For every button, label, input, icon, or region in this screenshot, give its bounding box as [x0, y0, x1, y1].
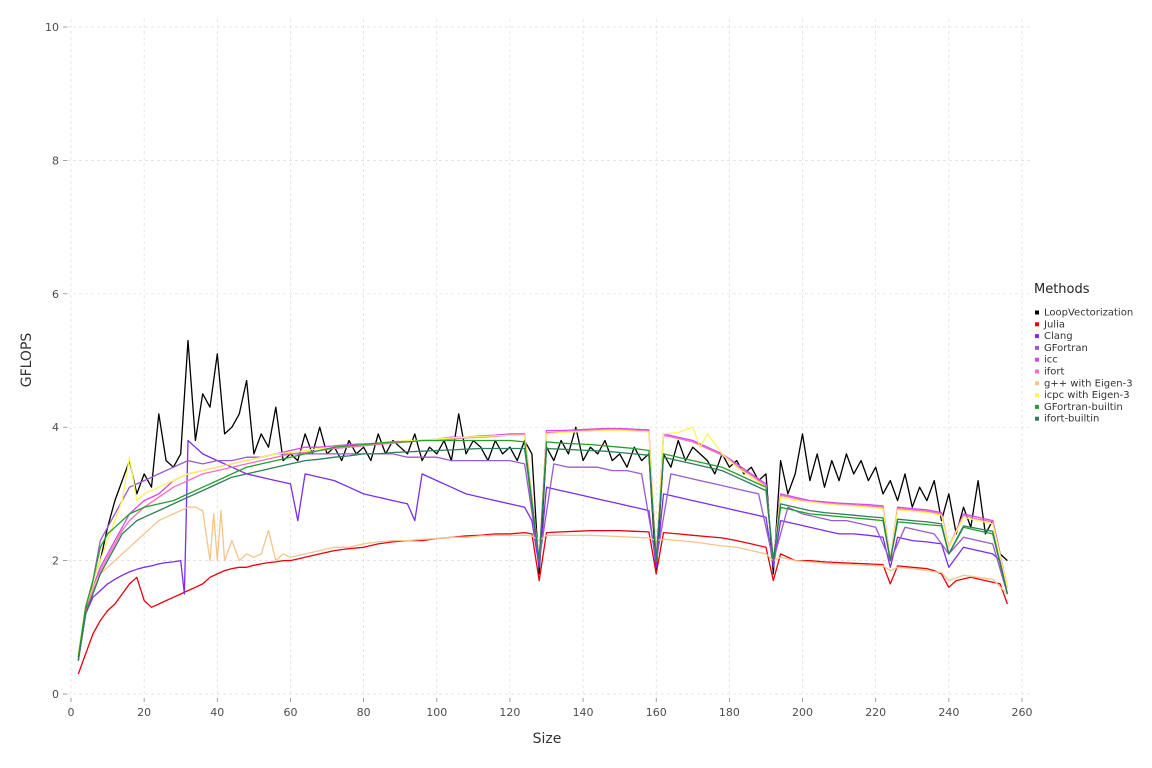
series-line-ifort-builtin	[77, 447, 1009, 661]
y-tick-label: 8	[52, 154, 59, 167]
legend-label: icpc with Eigen-3	[1044, 390, 1130, 401]
x-tick-label: 80	[357, 706, 371, 719]
series-lines	[77, 339, 1009, 675]
x-tick-label: 20	[137, 706, 151, 719]
y-tick-label: 6	[52, 288, 59, 301]
legend-label: Clang	[1044, 331, 1073, 342]
grid	[67, 19, 1030, 698]
legend-swatch	[1035, 381, 1039, 386]
series-line-gfortran	[77, 453, 1009, 658]
legend-swatch	[1035, 334, 1039, 339]
y-tick-label: 10	[45, 21, 59, 34]
x-tick-label: 100	[426, 706, 447, 719]
x-tick-label: 140	[573, 706, 594, 719]
x-tick-label: 220	[865, 706, 886, 719]
x-tick-label: 0	[68, 706, 75, 719]
y-tick-label: 4	[52, 421, 59, 434]
x-tick-label: 120	[499, 706, 520, 719]
series-line-icc	[77, 427, 1009, 661]
legend-swatch	[1035, 369, 1039, 374]
y-tick-label: 2	[52, 555, 59, 568]
x-tick-label: 240	[938, 706, 959, 719]
legend-label: GFortran-builtin	[1044, 402, 1123, 413]
legend-label: icc	[1044, 355, 1058, 366]
x-tick-label: 60	[283, 706, 297, 719]
legend-swatch	[1035, 322, 1039, 327]
series-line-g-with-eigen-3	[77, 506, 1008, 655]
legend-label: g++ with Eigen-3	[1044, 378, 1133, 389]
legend-label: LoopVectorization	[1044, 308, 1133, 319]
legend-items: LoopVectorizationJuliaClangGFortraniccif…	[1035, 308, 1133, 425]
x-tick-label: 160	[646, 706, 667, 719]
legend-label: ifort	[1044, 367, 1065, 378]
legend-swatch	[1035, 310, 1039, 315]
x-tick-label: 200	[792, 706, 813, 719]
legend-title: Methods	[1034, 282, 1090, 297]
legend-label: Julia	[1043, 319, 1065, 330]
x-tick-label: 40	[210, 706, 224, 719]
x-tick-label: 260	[1012, 706, 1033, 719]
legend-label: ifort-builtin	[1044, 414, 1099, 425]
axes: 0 20 40 60 80 100 120 140 160 180 200 220 240 260 0 2 4 6…	[45, 21, 1033, 719]
legend-swatch	[1035, 416, 1039, 421]
legend-swatch	[1035, 345, 1039, 350]
y-axis-title: GFLOPS	[19, 333, 35, 388]
legend: Methods LoopVectorizationJuliaClangGFort…	[1034, 282, 1133, 425]
legend-swatch	[1035, 404, 1039, 409]
series-line-ifort	[77, 429, 1009, 661]
legend-swatch	[1035, 393, 1039, 398]
x-tick-label: 180	[719, 706, 740, 719]
y-tick-label: 0	[52, 688, 59, 701]
series-line-clang	[77, 439, 1009, 655]
x-axis-title: Size	[533, 731, 562, 747]
legend-swatch	[1035, 357, 1039, 362]
series-line-julia	[77, 529, 1009, 675]
legend-label: GFortran	[1044, 343, 1088, 354]
